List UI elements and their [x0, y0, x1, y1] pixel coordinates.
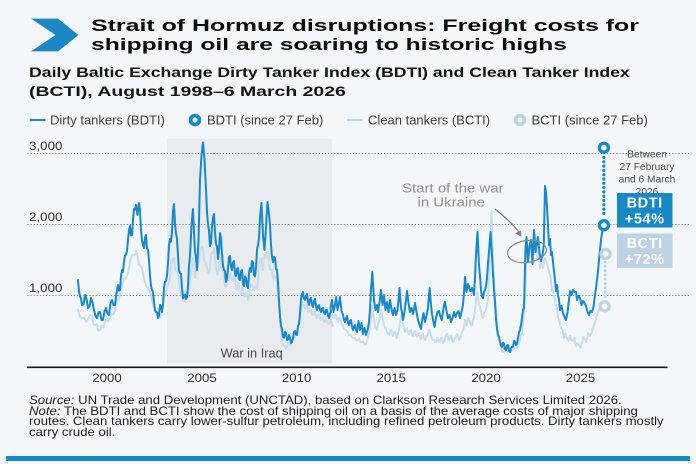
svg-text:BCTI: BCTI — [627, 236, 663, 252]
svg-text:BCTI (since 27 Feb): BCTI (since 27 Feb) — [532, 113, 648, 128]
svg-text:Clean tankers (BCTI): Clean tankers (BCTI) — [368, 113, 490, 128]
svg-text:Start of the war: Start of the war — [402, 181, 504, 196]
svg-text:1,000: 1,000 — [29, 282, 63, 295]
svg-text:BDTI (since 27 Feb): BDTI (since 27 Feb) — [207, 113, 323, 128]
svg-text:Dirty tankers (BDTI): Dirty tankers (BDTI) — [50, 113, 165, 128]
svg-text:2,000: 2,000 — [29, 211, 63, 224]
svg-text:2020: 2020 — [471, 372, 501, 385]
svg-text:War in Iraq: War in Iraq — [221, 346, 283, 361]
svg-text:2010: 2010 — [282, 372, 312, 385]
svg-text:+72%: +72% — [625, 252, 665, 268]
svg-text:BDTI: BDTI — [627, 196, 663, 212]
svg-text:2025: 2025 — [566, 372, 596, 385]
svg-text:in Ukraine: in Ukraine — [418, 195, 486, 210]
svg-text:+54%: +54% — [625, 212, 665, 228]
svg-text:27 February: 27 February — [620, 162, 676, 173]
svg-text:2026: 2026 — [636, 187, 659, 198]
svg-text:Between: Between — [627, 150, 667, 161]
svg-text:2000: 2000 — [92, 372, 122, 385]
svg-text:2015: 2015 — [377, 372, 407, 385]
svg-text:and 6 March: and 6 March — [619, 175, 676, 186]
svg-text:2005: 2005 — [187, 372, 217, 385]
svg-text:3,000: 3,000 — [29, 140, 63, 153]
